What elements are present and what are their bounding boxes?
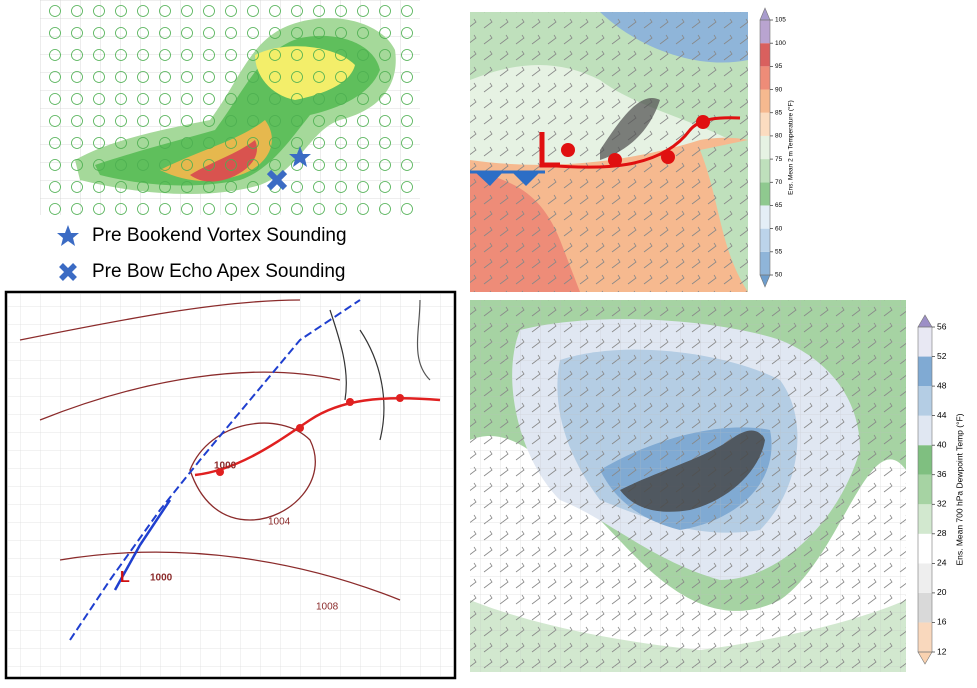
temperature-colorbar: 50 55 60 65 70 75 80 85 90 95 100 105 Ens. Mean 2 m … — [759, 7, 795, 288]
surface-map: L 1000 1000 1004 1008 — [4, 290, 457, 680]
legend-label: Pre Bookend Vortex Sounding — [92, 225, 347, 246]
colorbar-tick-label: 80 — [775, 133, 783, 140]
colorbar-segment — [760, 251, 770, 275]
colorbar-extend — [759, 274, 771, 288]
colorbar-extend — [917, 314, 933, 328]
legend-label: Pre Bow Echo Apex Sounding — [92, 261, 346, 282]
colorbar-segment — [918, 356, 932, 387]
colorbar-segment — [918, 622, 932, 652]
colorbar-segment — [918, 533, 932, 564]
colorbar-tick-label: 36 — [937, 469, 947, 479]
colorbar-segment — [918, 386, 932, 416]
colorbar-segment — [918, 474, 932, 505]
colorbar-segment — [760, 182, 770, 206]
colorbar-tick-label: 55 — [775, 249, 783, 256]
temperature-map — [470, 12, 748, 292]
isobar-label: 1004 — [268, 517, 291, 528]
colorbar-segment — [918, 445, 932, 475]
dewpoint-colorbar: 12 16 20 24 28 32 36 40 44 48 52 56 Ens. Mean 700 hP… — [917, 314, 964, 665]
colorbar-tick-label: 105 — [775, 17, 786, 24]
colorbar-tick-label: 52 — [937, 351, 947, 361]
colorbar-segment — [760, 205, 770, 229]
colorbar-label: Ens. Mean 2 m Temperature (°F) — [787, 100, 795, 195]
colorbar-segment — [760, 66, 770, 90]
dewpoint-map — [470, 300, 906, 672]
colorbar-segment — [760, 135, 770, 160]
colorbar-tick-label: 48 — [937, 380, 947, 390]
colorbar-extend — [917, 651, 933, 665]
colorbar-tick-label: 44 — [937, 410, 947, 420]
colorbar-label: Ens. Mean 700 hPa Dewpoint Temp (°F) — [954, 413, 964, 565]
x-icon — [59, 263, 77, 281]
colorbar-tick-label: 12 — [937, 646, 947, 656]
colorbar-segment — [760, 112, 770, 136]
colorbar-segment — [918, 415, 932, 446]
star-icon — [57, 225, 79, 246]
colorbar-segment — [760, 89, 770, 113]
colorbar-segment — [918, 504, 932, 534]
isobar-label: 1008 — [316, 602, 339, 613]
colorbar-frame — [917, 326, 933, 653]
isobar-label: 1000 — [150, 573, 173, 584]
colorbar-tick-label: 75 — [775, 156, 783, 163]
colorbar-tick-label: 40 — [937, 439, 947, 449]
colorbar-tick-label: 50 — [775, 272, 783, 279]
svg-text:L: L — [120, 569, 130, 586]
colorbar-segment — [918, 592, 932, 623]
colorbar-segment — [918, 563, 932, 593]
colorbar-tick-label: 28 — [937, 528, 947, 538]
colorbar-segment — [918, 327, 932, 357]
colorbar-tick-label: 20 — [937, 587, 947, 597]
colorbar-tick-label: 24 — [937, 558, 947, 568]
colorbar-tick-label: 60 — [775, 225, 783, 232]
legend: Pre Bookend Vortex Sounding Pre Bow Echo… — [57, 225, 347, 282]
colorbar-tick-label: 16 — [937, 617, 947, 627]
colorbar-extend — [759, 7, 771, 21]
colorbar-segment — [760, 228, 770, 252]
radar-map — [40, 0, 420, 215]
colorbar-tick-label: 32 — [937, 499, 947, 509]
colorbar-tick-label: 100 — [775, 40, 786, 47]
isobar-label: 1000 — [214, 461, 237, 472]
colorbar-segment — [760, 20, 770, 44]
colorbar-tick-label: 85 — [775, 109, 783, 116]
colorbar-tick-label: 95 — [775, 63, 783, 70]
colorbar-tick-label: 65 — [775, 202, 783, 209]
colorbar-tick-label: 56 — [937, 321, 947, 331]
colorbar-frame — [759, 19, 771, 276]
colorbar-tick-label: 90 — [775, 86, 783, 93]
colorbar-tick-label: 70 — [775, 179, 783, 186]
colorbar-segment — [760, 159, 770, 183]
colorbar-segment — [760, 43, 770, 67]
